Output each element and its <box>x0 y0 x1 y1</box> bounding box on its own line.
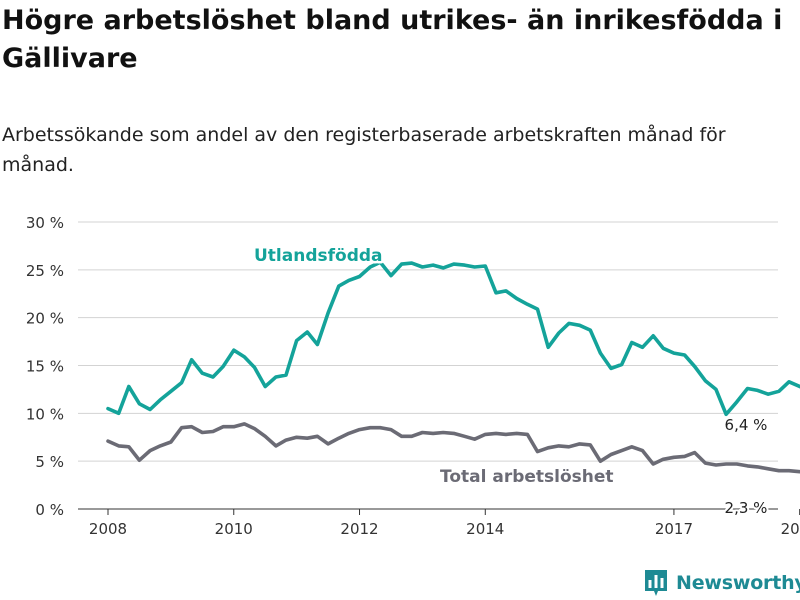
y-tick-label: 20 % <box>26 310 64 328</box>
y-tick-label: 30 % <box>26 214 64 232</box>
end-label-utlandsfodda: 6,4 % <box>725 416 768 434</box>
x-tick-label: 2019 <box>781 520 800 538</box>
series-label-total: Total arbetslöshet <box>440 467 614 487</box>
bar-chart-logo-icon <box>645 570 667 596</box>
series-lines <box>106 260 800 474</box>
y-tick-label: 5 % <box>35 453 64 471</box>
y-tick-label: 15 % <box>26 358 64 376</box>
x-tick-label: 2014 <box>466 520 504 538</box>
series-line <box>106 422 800 474</box>
line-chart: 0 % 5 % 10 % 15 % 20 % 25 % 30 % 2008 2010 2012 2… <box>26 214 800 538</box>
chart-title: Högre arbetslöshet bland utrikes- än inr… <box>2 5 783 74</box>
series-label-utlandsfodda-halo: Utlandsfödda <box>254 246 383 266</box>
series-label-utlandsfodda: Utlandsfödda <box>254 246 383 266</box>
y-tick-label: 10 % <box>26 405 64 423</box>
brand-name: Newsworthy <box>676 572 800 594</box>
x-tick-label: 2017 <box>655 520 693 538</box>
x-tick-label: 2008 <box>89 520 127 538</box>
chart-subtitle: Arbetssökande som andel av den registerb… <box>2 124 726 176</box>
series-line <box>106 260 800 417</box>
end-label-total-halo: 2,3 % <box>725 499 768 517</box>
y-tick-label: 0 % <box>35 501 64 519</box>
series-label-total-halo: Total arbetslöshet <box>440 467 614 487</box>
x-axis: 200820102012201420172019202120232025 <box>78 508 800 538</box>
x-tick-label: 2012 <box>340 520 378 538</box>
end-label-total: 2,3 % <box>725 499 768 517</box>
end-label-utlandsfodda-halo: 6,4 % <box>725 416 768 434</box>
x-tick-label: 2010 <box>215 520 253 538</box>
newsworthy-brand[interactable]: Newsworthy <box>644 567 800 599</box>
y-tick-label: 25 % <box>26 262 64 280</box>
y-axis-tick-labels: 0 % 5 % 10 % 15 % 20 % 25 % 30 % <box>26 214 64 519</box>
